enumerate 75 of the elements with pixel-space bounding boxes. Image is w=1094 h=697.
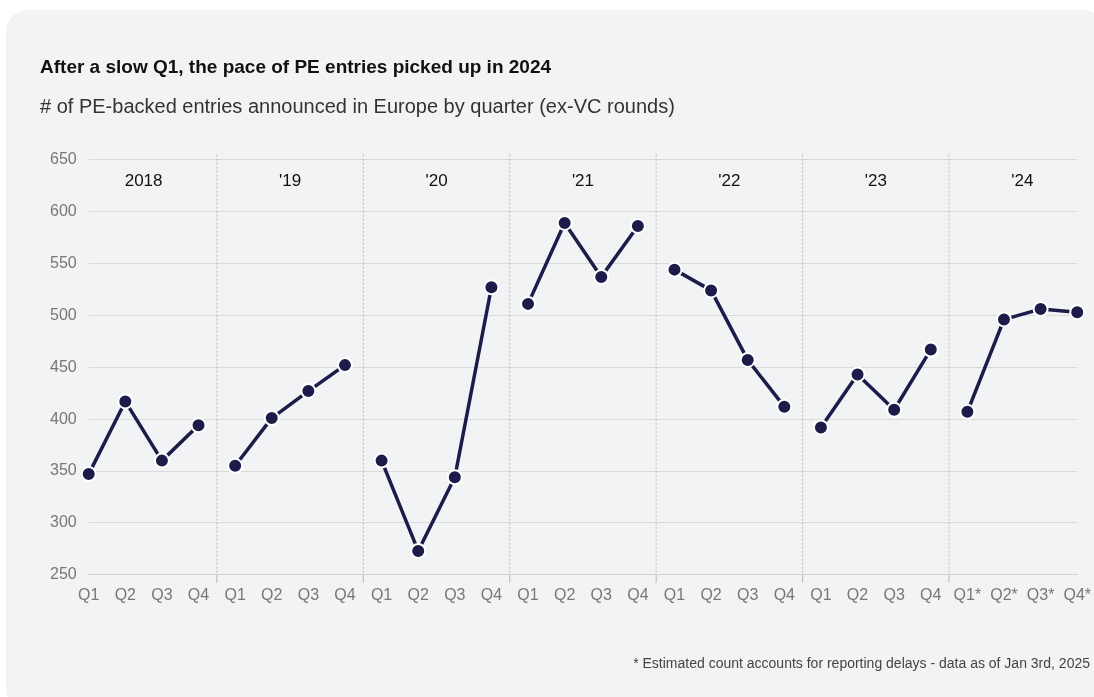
point bbox=[483, 279, 500, 296]
point bbox=[922, 341, 939, 358]
point bbox=[629, 218, 646, 235]
x-tick-label: Q3 bbox=[590, 585, 613, 603]
x-tick-label: Q3 bbox=[444, 585, 466, 603]
annotation: '19 bbox=[278, 171, 302, 191]
chart-title: After a slow Q1, the pace of PE entries picked up in 2024 bbox=[40, 56, 552, 78]
x-tick-label: Q1 bbox=[517, 585, 539, 603]
point bbox=[995, 311, 1012, 328]
annotation: '22 bbox=[718, 171, 741, 191]
x-tick-label: Q2 bbox=[114, 585, 137, 603]
x-tick-label: Q1 bbox=[663, 585, 686, 603]
point bbox=[190, 417, 207, 434]
point bbox=[776, 398, 793, 415]
point bbox=[446, 469, 463, 486]
point bbox=[153, 452, 170, 469]
y-tick-label: 250 bbox=[49, 565, 77, 583]
annotation: '21 bbox=[571, 171, 595, 191]
point bbox=[1032, 301, 1049, 318]
x-tick-label: Q2 bbox=[553, 585, 576, 603]
x-tick-label: Q3 bbox=[737, 585, 759, 603]
x-tick-label: Q4 bbox=[187, 585, 210, 603]
x-tick-label: Q3 bbox=[151, 585, 173, 603]
point bbox=[336, 357, 353, 374]
point bbox=[300, 383, 317, 400]
point bbox=[556, 214, 573, 231]
point bbox=[812, 419, 829, 436]
annotation: '20 bbox=[425, 171, 448, 191]
x-tick-label: Q4 bbox=[773, 585, 796, 603]
y-tick-label: 450 bbox=[49, 357, 77, 375]
x-tick-label: Q3* bbox=[1026, 585, 1055, 603]
x-tick-label: Q1 bbox=[78, 585, 100, 603]
point bbox=[410, 542, 427, 559]
x-tick-label: Q2 bbox=[700, 585, 722, 603]
y-tick-label: 400 bbox=[49, 409, 77, 427]
point bbox=[373, 452, 390, 469]
x-tick-label: Q1 bbox=[370, 585, 393, 603]
point bbox=[849, 366, 866, 383]
point bbox=[1069, 304, 1086, 321]
y-tick-label: 600 bbox=[49, 201, 77, 219]
x-tick-label: Q4 bbox=[627, 585, 649, 603]
x-tick-label: Q4 bbox=[480, 585, 503, 603]
text: * Estimated count accounts for reporting delays - data as of Jan 3rd, 2025 bbox=[633, 655, 1090, 671]
annotation: '24 bbox=[1011, 171, 1034, 191]
point bbox=[263, 410, 280, 427]
x-tick-label: Q2 bbox=[261, 585, 283, 603]
x-tick-label: Q4 bbox=[920, 585, 942, 603]
x-tick-label: Q3 bbox=[883, 585, 905, 603]
point bbox=[886, 401, 903, 418]
x-tick-label: Q1* bbox=[953, 585, 982, 603]
y-tick-label: 300 bbox=[49, 513, 77, 531]
point bbox=[703, 282, 720, 299]
x-tick-label: Q4 bbox=[334, 585, 356, 603]
point bbox=[739, 351, 756, 368]
y-tick-label: 500 bbox=[49, 305, 77, 323]
point bbox=[593, 268, 610, 285]
annotation: '23 bbox=[864, 171, 887, 191]
y-tick-label: 550 bbox=[49, 253, 77, 271]
chart-subtitle: # of PE-backed entries announced in Europe by quarter (ex-VC rounds) bbox=[40, 95, 675, 118]
x-tick-label: Q1 bbox=[810, 585, 832, 603]
y-tick-label: 650 bbox=[49, 150, 77, 168]
x-tick-label: Q2 bbox=[846, 585, 869, 603]
point bbox=[520, 295, 537, 312]
x-tick-label: Q2* bbox=[990, 585, 1018, 603]
x-tick-label: Q3 bbox=[297, 585, 320, 603]
x-tick-label: Q2 bbox=[407, 585, 429, 603]
point bbox=[666, 261, 683, 278]
point bbox=[80, 466, 97, 483]
point bbox=[227, 457, 244, 474]
point bbox=[959, 403, 976, 420]
point bbox=[117, 393, 134, 410]
x-tick-label: Q4* bbox=[1063, 585, 1091, 603]
x-tick-label: Q1 bbox=[224, 585, 246, 603]
annotation: 2018 bbox=[124, 171, 163, 191]
y-tick-label: 350 bbox=[49, 461, 77, 479]
